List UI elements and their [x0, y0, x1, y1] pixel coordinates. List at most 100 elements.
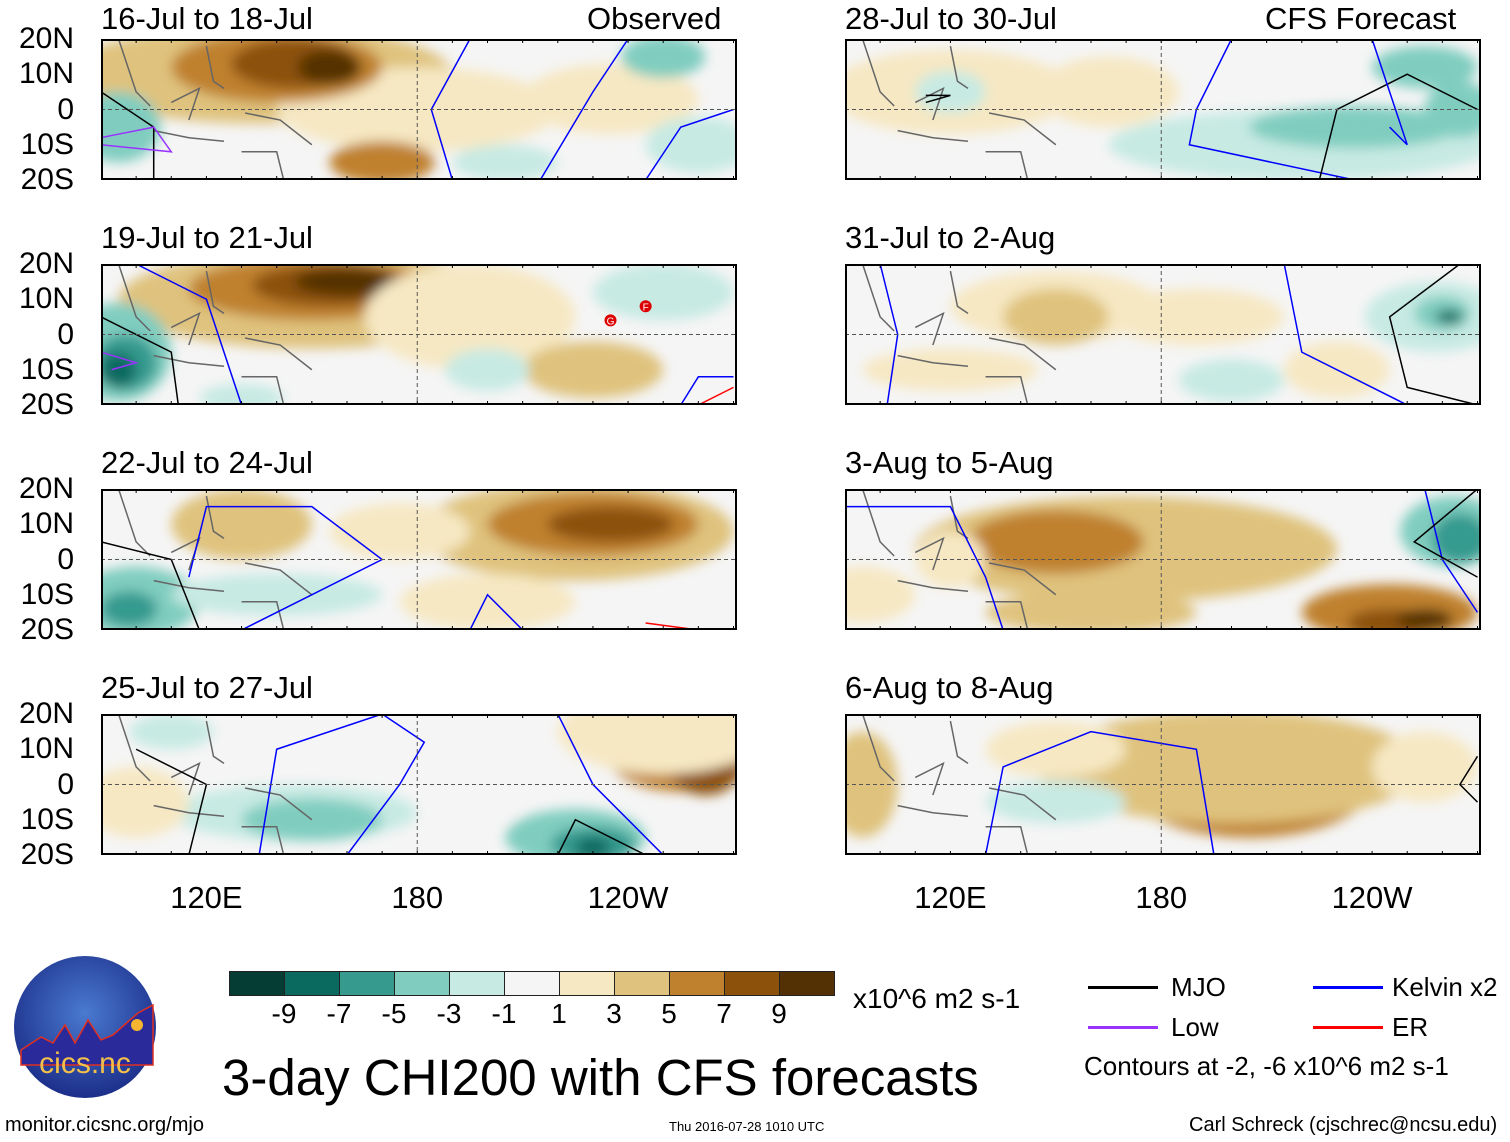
- panel-title: 28-Jul to 30-Jul: [845, 1, 1057, 36]
- colorbar-label: 3: [606, 998, 622, 1029]
- coastline: [861, 39, 1057, 180]
- filter-contour: [101, 316, 180, 405]
- lon-label: 120W: [1331, 880, 1413, 915]
- anomaly-region: [171, 573, 383, 616]
- panel-title: 6-Aug to 8-Aug: [845, 670, 1054, 705]
- filter-contour: [101, 126, 173, 153]
- lat-label: 0: [57, 317, 74, 351]
- panel-title: 16-Jul to 18-Jul: [101, 1, 313, 36]
- anomaly-map-panel: [101, 714, 737, 855]
- storm-marker: [639, 300, 652, 313]
- filter-contour: [1318, 73, 1478, 180]
- footer-timestamp: Thu 2016-07-28 1010 UTC: [669, 1119, 825, 1134]
- anomaly-region: [417, 773, 523, 831]
- colorbar-label: -3: [436, 998, 462, 1029]
- coastline: [861, 264, 1057, 405]
- lat-label: 20S: [20, 838, 74, 871]
- filter-contour: [258, 714, 426, 855]
- panel-title: 31-Jul to 2-Aug: [845, 220, 1056, 255]
- anomaly-region: [547, 506, 674, 542]
- filter-contour: [645, 108, 734, 180]
- anomaly-region: [967, 510, 1144, 574]
- filter-contour: [1371, 39, 1408, 146]
- anomaly-region: [862, 348, 1039, 391]
- panel-frame: [845, 264, 1481, 405]
- colorbar-swatch: [560, 972, 615, 995]
- lat-label: 10N: [18, 282, 74, 316]
- colorbar-swatch: [505, 972, 560, 995]
- forecast-header: CFS Forecast: [1265, 1, 1457, 36]
- filter-contour: [680, 376, 734, 405]
- legend-low-label: Low: [1171, 1012, 1219, 1042]
- filter-contour: [135, 264, 243, 405]
- lat-label: 10N: [18, 57, 74, 91]
- footer-author: Carl Schreck (cjschrec@ncsu.edu): [1189, 1114, 1498, 1136]
- svg-text:F: F: [643, 302, 649, 313]
- anomaly-region: [645, 116, 737, 173]
- coastline: [117, 264, 313, 405]
- anomaly-region: [445, 348, 530, 391]
- lat-label: 10S: [20, 802, 74, 836]
- anomaly-region: [522, 63, 699, 135]
- legend-mjo-label: MJO: [1171, 972, 1226, 1002]
- anomaly-map-panel: GF: [101, 264, 737, 405]
- anomaly-region: [101, 591, 158, 627]
- panel-frame: [101, 264, 737, 405]
- lat-label: 0: [57, 767, 74, 801]
- figure-title: 3-day CHI200 with CFS forecasts: [222, 1049, 979, 1106]
- anomaly-region: [1108, 288, 1285, 346]
- anomaly-map-panel: [845, 264, 1481, 405]
- anomaly-region: [129, 714, 214, 750]
- lat-label: 20S: [20, 163, 74, 196]
- anomaly-region: [329, 503, 470, 560]
- anomaly-region: [845, 731, 898, 838]
- panel-frame: [845, 489, 1481, 630]
- lat-label: 0: [57, 92, 74, 126]
- colorbar-swatch: [340, 972, 395, 995]
- filter-contour: [469, 593, 524, 630]
- lat-label: 20N: [18, 247, 74, 280]
- anomaly-region: [1003, 288, 1109, 346]
- colorbar-label: 1: [551, 998, 567, 1029]
- filter-contour: [557, 818, 646, 855]
- lat-label: 10N: [18, 507, 74, 541]
- anomaly-region: [1249, 105, 1460, 149]
- anomaly-region: [399, 573, 576, 630]
- footer-url[interactable]: monitor.cicsnc.org/mjo: [5, 1114, 204, 1136]
- lon-label: 180: [391, 880, 444, 915]
- colorbar-units: x10^6 m2 s-1: [853, 983, 1021, 1014]
- anomaly-region: [915, 70, 986, 114]
- colorbar-swatch: [230, 972, 285, 995]
- legend-er-line: [1313, 1026, 1383, 1029]
- anomaly-map-panel: [101, 39, 737, 180]
- anomaly-region: [985, 591, 1197, 630]
- coastline: [861, 714, 1057, 855]
- filter-contour: [188, 505, 384, 630]
- lat-label: 20N: [18, 22, 74, 55]
- panel-frame: [101, 714, 737, 855]
- coastline: [117, 39, 313, 180]
- lat-label: 10S: [20, 577, 74, 611]
- colorbar-label: -7: [326, 998, 352, 1029]
- panel-title: 22-Jul to 24-Jul: [101, 445, 313, 480]
- filter-contour: [1388, 264, 1478, 405]
- filter-contour: [698, 386, 734, 405]
- lat-label: 10N: [18, 732, 74, 766]
- panel-title: 25-Jul to 27-Jul: [101, 670, 313, 705]
- panel-title: 3-Aug to 5-Aug: [845, 445, 1054, 480]
- filter-contour: [1412, 489, 1478, 578]
- filter-contour: [925, 94, 951, 104]
- anomaly-region: [845, 566, 916, 623]
- lat-label: 20N: [18, 697, 74, 730]
- cics-logo[interactable]: cics.nc: [13, 955, 157, 1099]
- legend-er-label: ER: [1392, 1012, 1429, 1042]
- colorbar-swatch: [780, 972, 834, 995]
- legend-low-line: [1088, 1026, 1158, 1029]
- legend-mjo-line: [1088, 986, 1158, 989]
- coastline: [861, 489, 1057, 630]
- anomaly-region: [557, 714, 737, 774]
- colorbar: [229, 971, 835, 996]
- colorbar-label: -9: [271, 998, 297, 1029]
- lat-label: 20S: [20, 388, 74, 421]
- observed-header: Observed: [587, 1, 722, 36]
